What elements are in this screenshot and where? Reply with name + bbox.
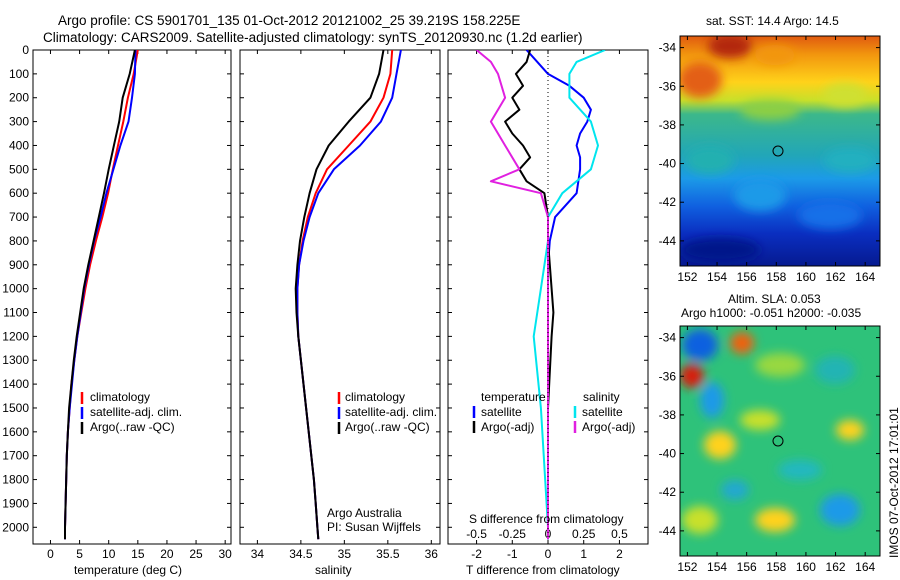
difference-xlabel-top: S difference from climatology (469, 512, 624, 526)
temperature-xlabel: temperature (deg C) (74, 563, 183, 577)
imos-footer: IMOS 07-Oct-2012 17:01:01 (887, 407, 900, 558)
figure-title-line1: Argo profile: CS 5901701_135 01-Oct-2012… (58, 13, 521, 28)
difference-xlabel: T difference from climatology (466, 563, 620, 577)
sst-map-title: sat. SST: 14.4 Argo: 14.5 (706, 14, 839, 28)
difference-legend-sal-argo: Argo(-adj) (582, 420, 636, 434)
difference-legend-title-salinity: salinity (583, 390, 620, 404)
salinity-xlabel: salinity (315, 563, 352, 577)
salinity-legend-label-climatology: climatology (345, 390, 406, 404)
salinity-annotation-line2: PI: Susan Wijffels (327, 520, 421, 534)
difference-legend-title-temperature: temperature (481, 390, 546, 404)
sla-map-title-line2: Argo h1000: -0.051 h2000: -0.035 (681, 306, 862, 320)
difference-legend-sal-satellite: satellite (582, 405, 623, 419)
salinity-annotation-line1: Argo Australia (327, 506, 402, 520)
salinity-legend-label-argo: Argo(..raw -QC) (345, 420, 430, 434)
temperature-legend-label-climatology: climatology (90, 390, 151, 404)
difference-legend-temp-argo: Argo(-adj) (481, 420, 535, 434)
salinity-legend-label-satellite: satellite-adj. clim. (345, 405, 438, 419)
temperature-legend-label-satellite: satellite-adj. clim. (90, 405, 183, 419)
figure-title-line2: Climatology: CARS2009. Satellite-adjuste… (43, 30, 583, 45)
sla-map-title-line1: Altim. SLA: 0.053 (728, 292, 821, 306)
difference-legend-temp-satellite: satellite (481, 405, 522, 419)
temperature-legend-label-argo: Argo(..raw -QC) (90, 420, 175, 434)
